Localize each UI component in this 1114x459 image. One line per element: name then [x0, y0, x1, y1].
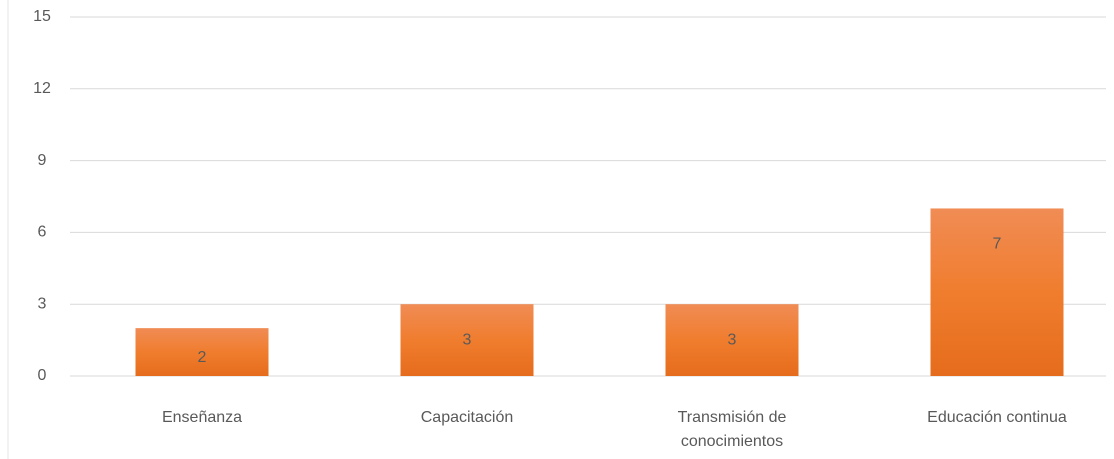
data-label: 3: [728, 331, 737, 348]
data-label: 2: [198, 349, 207, 366]
x-tick-label: Transmisión de conocimientos: [677, 409, 787, 450]
y-tick-label: 12: [33, 80, 51, 97]
bar: [930, 208, 1064, 376]
data-label: 7: [993, 236, 1002, 253]
bar: [135, 328, 269, 376]
bar: [665, 304, 799, 376]
y-tick-label: 9: [38, 152, 47, 169]
x-tick-label: Enseñanza: [161, 409, 243, 426]
y-tick-label: 3: [38, 295, 47, 312]
x-tick-label: Capacitación: [420, 409, 514, 426]
y-tick-label: 0: [38, 367, 47, 384]
y-tick-label: 6: [38, 224, 47, 241]
x-tick-label: Educación continua: [927, 409, 1067, 426]
data-label: 3: [463, 331, 472, 348]
y-tick-label: 15: [33, 8, 51, 25]
bar: [400, 304, 534, 376]
